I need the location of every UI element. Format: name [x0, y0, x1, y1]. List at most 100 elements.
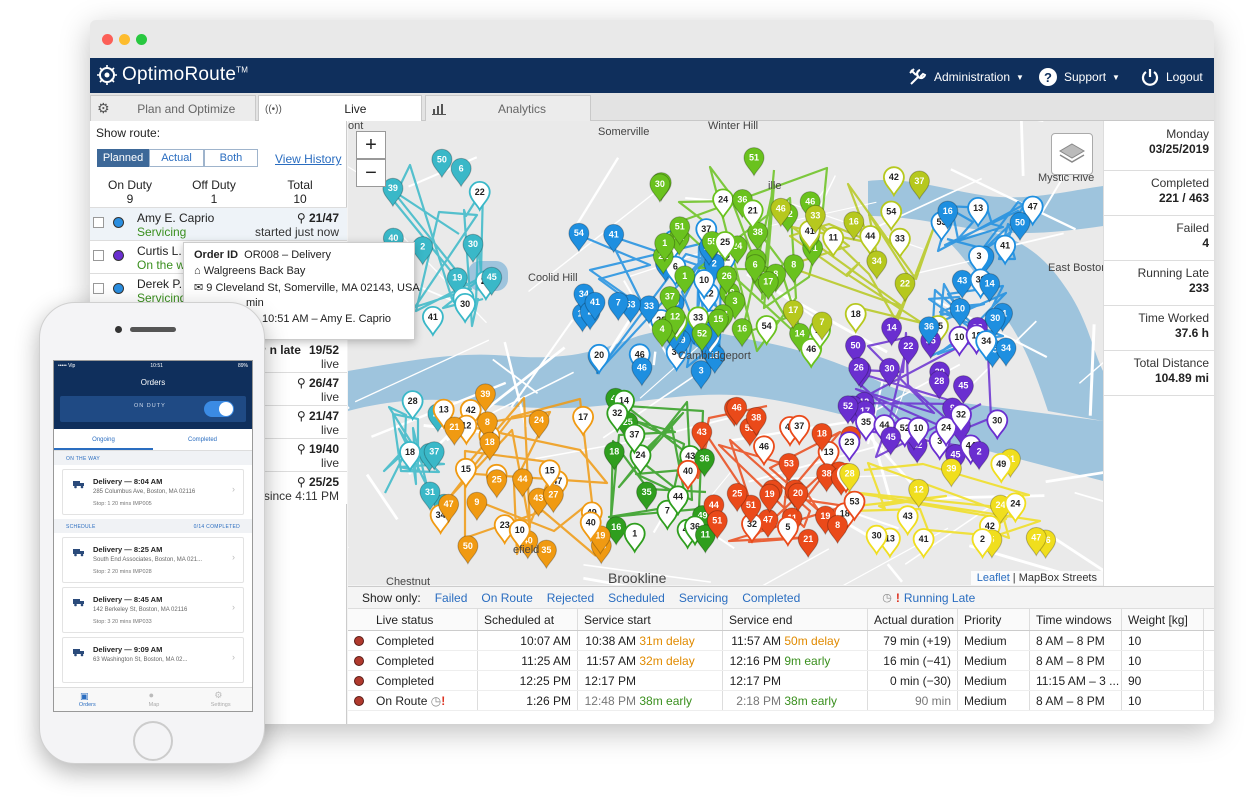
map-marker[interactable]: 46: [631, 357, 653, 387]
map-marker[interactable]: 50: [457, 535, 479, 565]
nav-map[interactable]: ● Map: [148, 690, 160, 708]
map-marker[interactable]: 39: [382, 177, 404, 208]
column-header[interactable]: Scheduled at: [478, 609, 578, 630]
map-marker[interactable]: 7: [607, 291, 629, 322]
column-header[interactable]: Service end: [723, 609, 868, 630]
map-marker[interactable]: 13: [967, 197, 989, 228]
map-marker[interactable]: 17: [572, 405, 595, 437]
map-marker[interactable]: 50: [431, 148, 453, 179]
segment-planned[interactable]: Planned: [97, 149, 149, 167]
map-marker[interactable]: 41: [994, 234, 1016, 266]
map-marker[interactable]: 31: [419, 481, 441, 512]
map-marker[interactable]: 21: [443, 416, 465, 447]
layers-button[interactable]: [1051, 133, 1093, 175]
map-marker[interactable]: 30: [984, 307, 1006, 338]
map-marker[interactable]: 44: [511, 468, 534, 498]
map-marker[interactable]: 24: [935, 416, 957, 448]
administration-menu[interactable]: Administration ▼: [908, 67, 1024, 87]
map-marker[interactable]: 36: [918, 316, 940, 346]
map-marker[interactable]: 7: [811, 311, 833, 342]
map-marker[interactable]: 8: [827, 514, 849, 545]
map-marker[interactable]: 46: [726, 396, 748, 427]
map-marker[interactable]: 50: [844, 335, 867, 365]
map-canvas[interactable]: 1254412033193712344612372234533734104134…: [348, 121, 1103, 585]
logo[interactable]: OptimoRouteTM: [96, 64, 248, 86]
driver-row[interactable]: Amy E. Caprio Servicing ⚲ 21/47 started jus…: [90, 207, 347, 240]
map-marker[interactable]: 1: [623, 522, 646, 554]
map-marker[interactable]: 22: [468, 181, 491, 212]
map-marker[interactable]: 20: [588, 343, 611, 375]
map-marker[interactable]: 22: [894, 272, 916, 303]
map-marker[interactable]: 51: [669, 216, 691, 246]
tab-completed[interactable]: Completed: [187, 437, 217, 443]
map-marker[interactable]: 28: [928, 370, 950, 401]
map-marker[interactable]: 30: [986, 409, 1009, 441]
driver-checkbox[interactable]: [93, 283, 104, 294]
filter-failed[interactable]: Failed: [434, 590, 468, 605]
map-marker[interactable]: 26: [716, 265, 738, 296]
map-marker[interactable]: 6: [744, 254, 766, 284]
map-marker[interactable]: 10: [907, 416, 930, 448]
map-marker[interactable]: 28: [839, 463, 861, 493]
minimize-window-dot[interactable]: [119, 34, 130, 45]
map-marker[interactable]: 18: [603, 441, 625, 471]
map-marker[interactable]: 16: [843, 211, 865, 241]
column-header[interactable]: Live status: [348, 609, 478, 630]
map-marker[interactable]: 32: [950, 403, 972, 435]
map-marker[interactable]: 8: [783, 254, 805, 284]
table-row[interactable]: Completed 10:07 AM 10:38 AM 31m delay 11:57…: [348, 631, 1214, 651]
order-card[interactable]: Delivery — 8:25 AM South End Associates, …: [62, 537, 244, 583]
map-marker[interactable]: 10: [693, 269, 716, 301]
map-marker[interactable]: 26: [848, 357, 870, 387]
map-marker[interactable]: 33: [638, 295, 660, 325]
map-marker[interactable]: 16: [937, 200, 959, 231]
map-marker[interactable]: 10: [508, 519, 531, 551]
order-card[interactable]: Delivery — 9:09 AM 63 Washington St, Bost…: [62, 637, 244, 683]
map-marker[interactable]: 33: [804, 204, 826, 235]
map-marker[interactable]: 22: [897, 335, 919, 366]
map-marker[interactable]: 20: [787, 482, 809, 513]
map-marker[interactable]: 37: [788, 414, 811, 446]
map-marker[interactable]: 8: [476, 411, 498, 441]
map-marker[interactable]: 46: [770, 197, 792, 228]
map-marker[interactable]: 21: [741, 199, 764, 231]
map-marker[interactable]: 2: [971, 528, 994, 560]
map-marker[interactable]: 43: [527, 487, 549, 518]
map-marker[interactable]: 41: [912, 528, 935, 560]
map-marker[interactable]: 49: [990, 453, 1013, 484]
map-marker[interactable]: 24: [528, 409, 550, 440]
driver-checkbox[interactable]: [93, 250, 104, 261]
map-marker[interactable]: 28: [401, 390, 424, 422]
map-marker[interactable]: 51: [743, 147, 765, 177]
map-marker[interactable]: 18: [844, 303, 867, 334]
map-marker[interactable]: 24: [712, 188, 735, 220]
map-marker[interactable]: 54: [755, 315, 778, 347]
map-marker[interactable]: 45: [481, 266, 503, 297]
column-header[interactable]: Time windows: [1030, 609, 1122, 630]
map-marker[interactable]: 34: [866, 250, 888, 281]
map-marker[interactable]: 27: [542, 484, 564, 514]
filter-on-route[interactable]: On Route: [481, 590, 533, 605]
map-marker[interactable]: 47: [438, 493, 460, 524]
map-marker[interactable]: 30: [462, 233, 484, 264]
close-window-dot[interactable]: [102, 34, 113, 45]
map-marker[interactable]: 40: [677, 459, 699, 491]
map-marker[interactable]: 16: [731, 318, 753, 348]
map-marker[interactable]: 11: [822, 226, 845, 258]
driver-checkbox[interactable]: [93, 217, 104, 228]
map-marker[interactable]: 41: [584, 291, 606, 322]
map-marker[interactable]: 2: [412, 236, 434, 266]
table-row[interactable]: On Route ◷! 1:26 PM 12:48 PM 38m early 2:18…: [348, 691, 1214, 711]
order-card[interactable]: Delivery — 8:04 AM 285 Columbus Ave, Bost…: [62, 469, 244, 515]
map-marker[interactable]: 17: [757, 271, 779, 301]
map-marker[interactable]: 37: [423, 441, 445, 471]
filter-servicing[interactable]: Servicing: [678, 590, 729, 605]
support-menu[interactable]: ? Support ▼: [1038, 67, 1120, 87]
map-marker[interactable]: 37: [908, 170, 930, 201]
duty-toggle[interactable]: [204, 401, 234, 417]
map-marker[interactable]: 12: [908, 478, 930, 509]
column-header[interactable]: Service start: [578, 609, 723, 630]
leaflet-link[interactable]: Leaflet: [976, 572, 1010, 584]
map-marker[interactable]: 30: [649, 173, 671, 204]
map-marker[interactable]: 39: [474, 383, 496, 414]
